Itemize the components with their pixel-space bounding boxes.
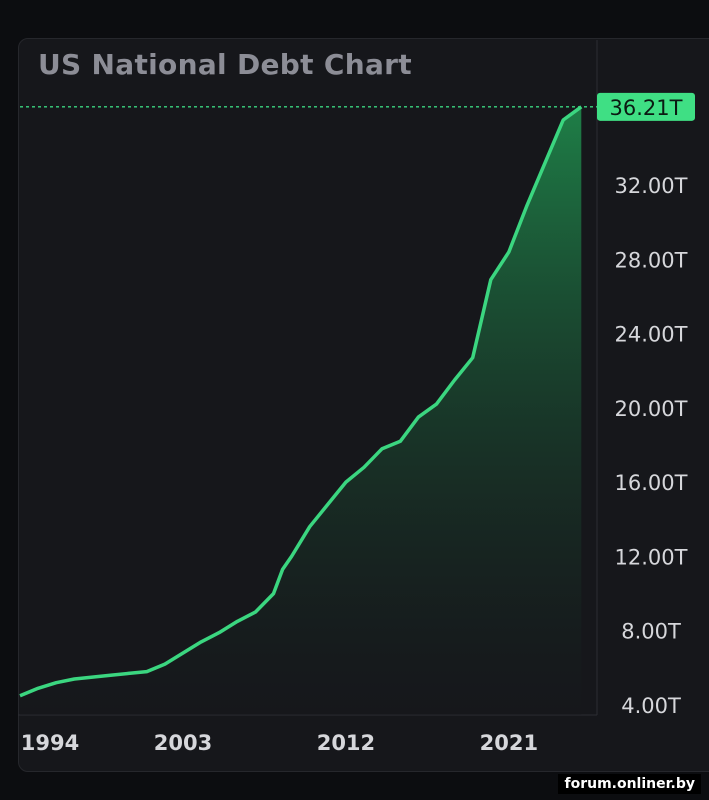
last-value-badge xyxy=(597,92,695,121)
y-tick-label: 16.00T xyxy=(615,471,688,495)
series-line xyxy=(19,105,583,698)
y-tick-label: 32.00T xyxy=(615,174,688,198)
y-tick-label: 12.00T xyxy=(615,545,688,569)
y-tick-label: 24.00T xyxy=(615,323,688,347)
series-area xyxy=(20,106,582,716)
y-tick-label: 8.00T xyxy=(621,620,681,644)
x-tick-label: 1994 xyxy=(21,731,79,755)
y-tick-label: 28.00T xyxy=(615,248,688,272)
x-tick-label: 2021 xyxy=(480,731,538,755)
source-watermark: forum.onliner.by xyxy=(558,774,701,794)
last-value-label: 36.21T xyxy=(610,96,683,120)
x-tick-label: 2003 xyxy=(154,731,212,755)
x-tick-label: 2012 xyxy=(317,731,375,755)
chart-marks: 36.21T 4.00T 8.00T 12.00T 16.00T 20.00T 24.00T… xyxy=(19,92,695,755)
y-tick-label: 4.00T xyxy=(621,694,681,718)
chart-title: US National Debt Chart xyxy=(38,48,412,81)
y-tick-label: 20.00T xyxy=(615,397,688,421)
